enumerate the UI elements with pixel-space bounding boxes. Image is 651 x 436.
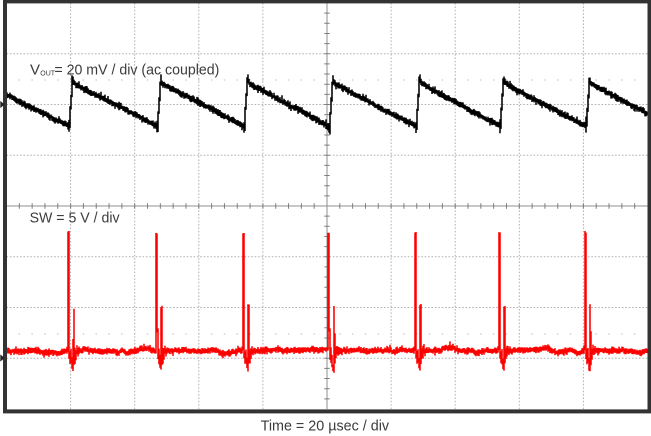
- svg-text:V: V: [30, 62, 40, 79]
- svg-text:Time = 20 µsec / div: Time = 20 µsec / div: [261, 417, 390, 434]
- svg-text:OUT: OUT: [40, 70, 56, 77]
- svg-text:SW = 5 V / div: SW = 5 V / div: [30, 210, 120, 227]
- svg-text:= 20 mV / div (ac coupled): = 20 mV / div (ac coupled): [54, 62, 219, 79]
